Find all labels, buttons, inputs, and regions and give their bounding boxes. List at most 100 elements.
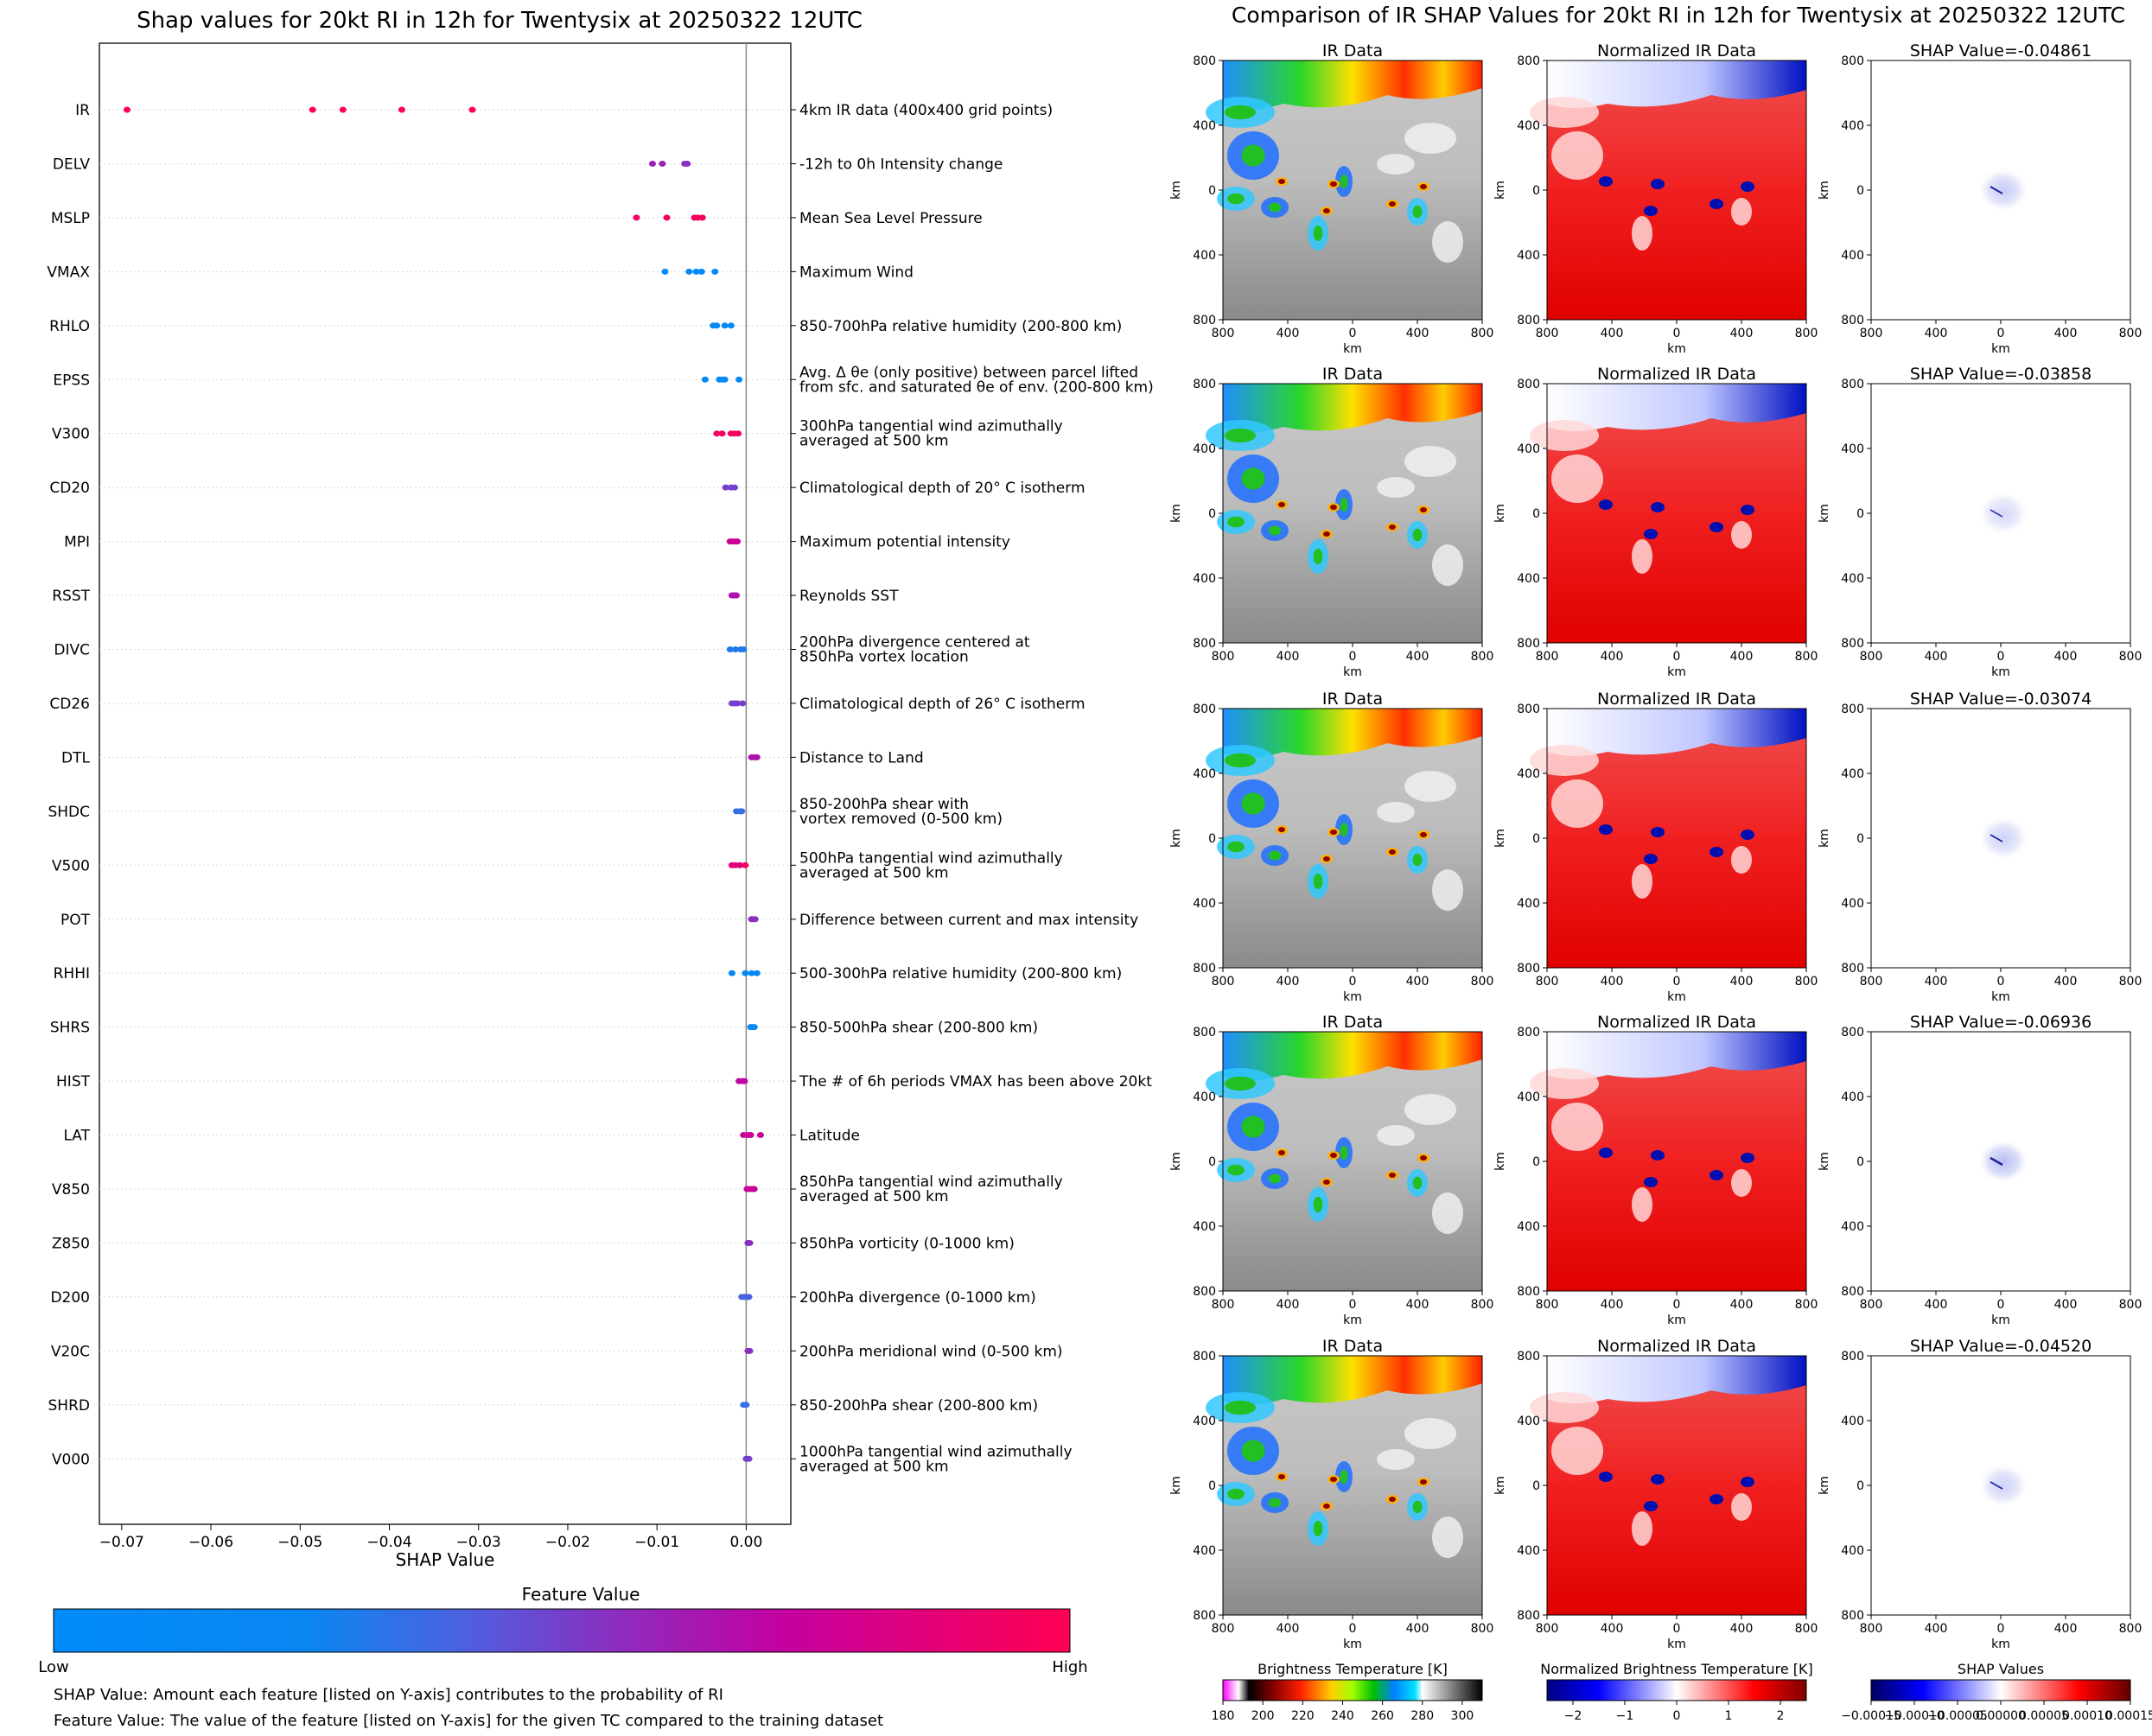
normalized-patch bbox=[1731, 1169, 1752, 1197]
feature-label: V300 bbox=[52, 426, 90, 443]
x-tick-label: −0.05 bbox=[277, 1534, 322, 1551]
normalized-cold-cell bbox=[1644, 1177, 1658, 1187]
panel-y-tick-label: 400 bbox=[1193, 767, 1216, 781]
panel-x-tick-label: 400 bbox=[1925, 650, 1948, 664]
feature-description: Difference between current and max inten… bbox=[799, 912, 1138, 929]
shap-point bbox=[339, 106, 347, 113]
ir-cloud-core bbox=[1412, 853, 1423, 867]
panel-x-tick-label: 400 bbox=[1730, 975, 1754, 989]
feature-label: VMAX bbox=[47, 264, 90, 281]
x-axis-label: SHAP Value bbox=[396, 1549, 495, 1570]
panel-y-tick-label: 800 bbox=[1517, 1350, 1540, 1364]
panel-x-tick-label: 800 bbox=[2119, 1622, 2142, 1636]
panel-x-label: km bbox=[1343, 990, 1362, 1004]
normalized-cold-cell bbox=[1741, 830, 1754, 840]
shap-center-blob bbox=[1977, 1463, 2029, 1508]
bottom-colorbar-tick-label: 180 bbox=[1212, 1709, 1235, 1723]
panel-x-tick-label: 0 bbox=[1997, 1622, 2005, 1636]
feature-description: 200hPa divergence centered at bbox=[799, 634, 1030, 652]
x-tick-label: −0.07 bbox=[99, 1534, 144, 1551]
ir-cloud-core bbox=[1225, 753, 1256, 768]
panel-x-tick-label: 400 bbox=[2054, 975, 2078, 989]
panel-y-label: km bbox=[1493, 1476, 1507, 1495]
panel-x-tick-label: 0 bbox=[1673, 1622, 1681, 1636]
panel-x-label: km bbox=[1667, 665, 1686, 679]
feature-description: 850hPa vortex location bbox=[799, 649, 969, 666]
normalized-cold-cell bbox=[1644, 1501, 1658, 1511]
panel-y-tick-label: 400 bbox=[1517, 1415, 1540, 1428]
ir-cloud-core bbox=[1268, 1498, 1282, 1508]
shap-point bbox=[711, 268, 719, 275]
shap-point bbox=[633, 214, 640, 221]
feature-description: Maximum Wind bbox=[799, 264, 914, 281]
shap-point bbox=[701, 376, 709, 383]
panel-x-tick-label: 400 bbox=[2054, 650, 2078, 664]
panel-x-tick-label: 800 bbox=[1536, 1622, 1559, 1636]
ir-cloud-core bbox=[1268, 525, 1282, 536]
panel-x-tick-label: 400 bbox=[1277, 650, 1300, 664]
shap-beeswarm-axes: IR DELV MSLP VMAX RHLO EPSS V300 CD20 MPI RSST DIV… bbox=[47, 42, 1154, 1570]
shap-point bbox=[753, 754, 761, 760]
ir-cloud-core bbox=[1227, 516, 1245, 528]
panel-y-tick-label: 800 bbox=[1517, 54, 1540, 68]
feature-label: V000 bbox=[52, 1451, 90, 1468]
feature-label: HIST bbox=[56, 1073, 91, 1091]
ir-cloud-core bbox=[1340, 174, 1348, 189]
panel-y-tick-label: 400 bbox=[1841, 1220, 1864, 1234]
feature-description: 1000hPa tangential wind azimuthally bbox=[799, 1443, 1073, 1460]
shap-center-blob bbox=[1977, 816, 2029, 861]
normalized-cold-cell bbox=[1741, 505, 1754, 515]
shap-point bbox=[398, 106, 405, 113]
panel-title-shap: SHAP Value=-0.03858 bbox=[1910, 365, 2092, 384]
feature-label: RSST bbox=[52, 588, 90, 605]
ir-convective-core bbox=[1330, 1153, 1337, 1158]
panel-x-tick-label: 400 bbox=[2054, 1298, 2078, 1312]
panel-y-label: km bbox=[1818, 181, 1831, 200]
shap-point bbox=[685, 268, 693, 275]
panel-y-tick-label: 800 bbox=[1841, 1350, 1864, 1364]
panel-x-tick-label: 800 bbox=[2119, 327, 2142, 340]
panel-title-shap: SHAP Value=-0.04861 bbox=[1910, 41, 2092, 60]
normalized-cold-cell bbox=[1741, 1153, 1754, 1163]
panel-x-tick-label: 0 bbox=[1997, 1298, 2005, 1312]
ir-convective-core bbox=[1420, 832, 1427, 837]
shap-point bbox=[735, 376, 743, 383]
panel-y-tick-label: 400 bbox=[1193, 1220, 1216, 1234]
normalized-patch bbox=[1530, 745, 1599, 776]
feature-description: 4km IR data (400x400 grid points) bbox=[799, 102, 1053, 119]
ir-warm-patch bbox=[1432, 1192, 1463, 1234]
feature-label: RHLO bbox=[49, 318, 90, 335]
shap-point bbox=[697, 268, 705, 275]
panel-x-label: km bbox=[1991, 1637, 2010, 1651]
ir-convective-core bbox=[1278, 1150, 1285, 1155]
normalized-cold-cell bbox=[1710, 199, 1723, 209]
panel-y-tick-label: 800 bbox=[1517, 314, 1540, 327]
ir-convective-core bbox=[1330, 830, 1337, 835]
panel-x-tick-label: 800 bbox=[1471, 975, 1494, 989]
panel-y-label: km bbox=[1169, 504, 1183, 523]
ir-convective-core bbox=[1420, 1479, 1427, 1485]
ir-convective-core bbox=[1323, 531, 1330, 537]
panel-y-tick-label: 800 bbox=[1193, 703, 1216, 716]
ir-convective-core bbox=[1323, 208, 1330, 213]
shap-point bbox=[739, 700, 747, 707]
normalized-cold-band bbox=[1547, 384, 1806, 431]
panel-y-tick-label: 800 bbox=[1193, 1350, 1216, 1364]
panel-y-tick-label: 400 bbox=[1841, 767, 1864, 781]
shap-point bbox=[661, 268, 669, 275]
feature-label: MPI bbox=[64, 534, 90, 551]
panel-y-tick-label: 400 bbox=[1841, 442, 1864, 456]
shap-point bbox=[713, 322, 721, 329]
feature-label: MSLP bbox=[51, 210, 90, 227]
panel-x-tick-label: 800 bbox=[1536, 1298, 1559, 1312]
normalized-cold-cell bbox=[1599, 1472, 1613, 1482]
ir-cloud-core bbox=[1412, 205, 1423, 219]
shap-point bbox=[718, 430, 726, 437]
panel-y-tick-label: 0 bbox=[1856, 184, 1864, 198]
normalized-cold-cell bbox=[1651, 827, 1665, 837]
ir-convective-core bbox=[1323, 856, 1330, 862]
panel-x-tick-label: 0 bbox=[1997, 327, 2005, 340]
ir-warm-patch bbox=[1404, 1094, 1456, 1125]
panel-x-tick-label: 400 bbox=[1406, 327, 1429, 340]
ir-convective-core bbox=[1389, 201, 1396, 207]
